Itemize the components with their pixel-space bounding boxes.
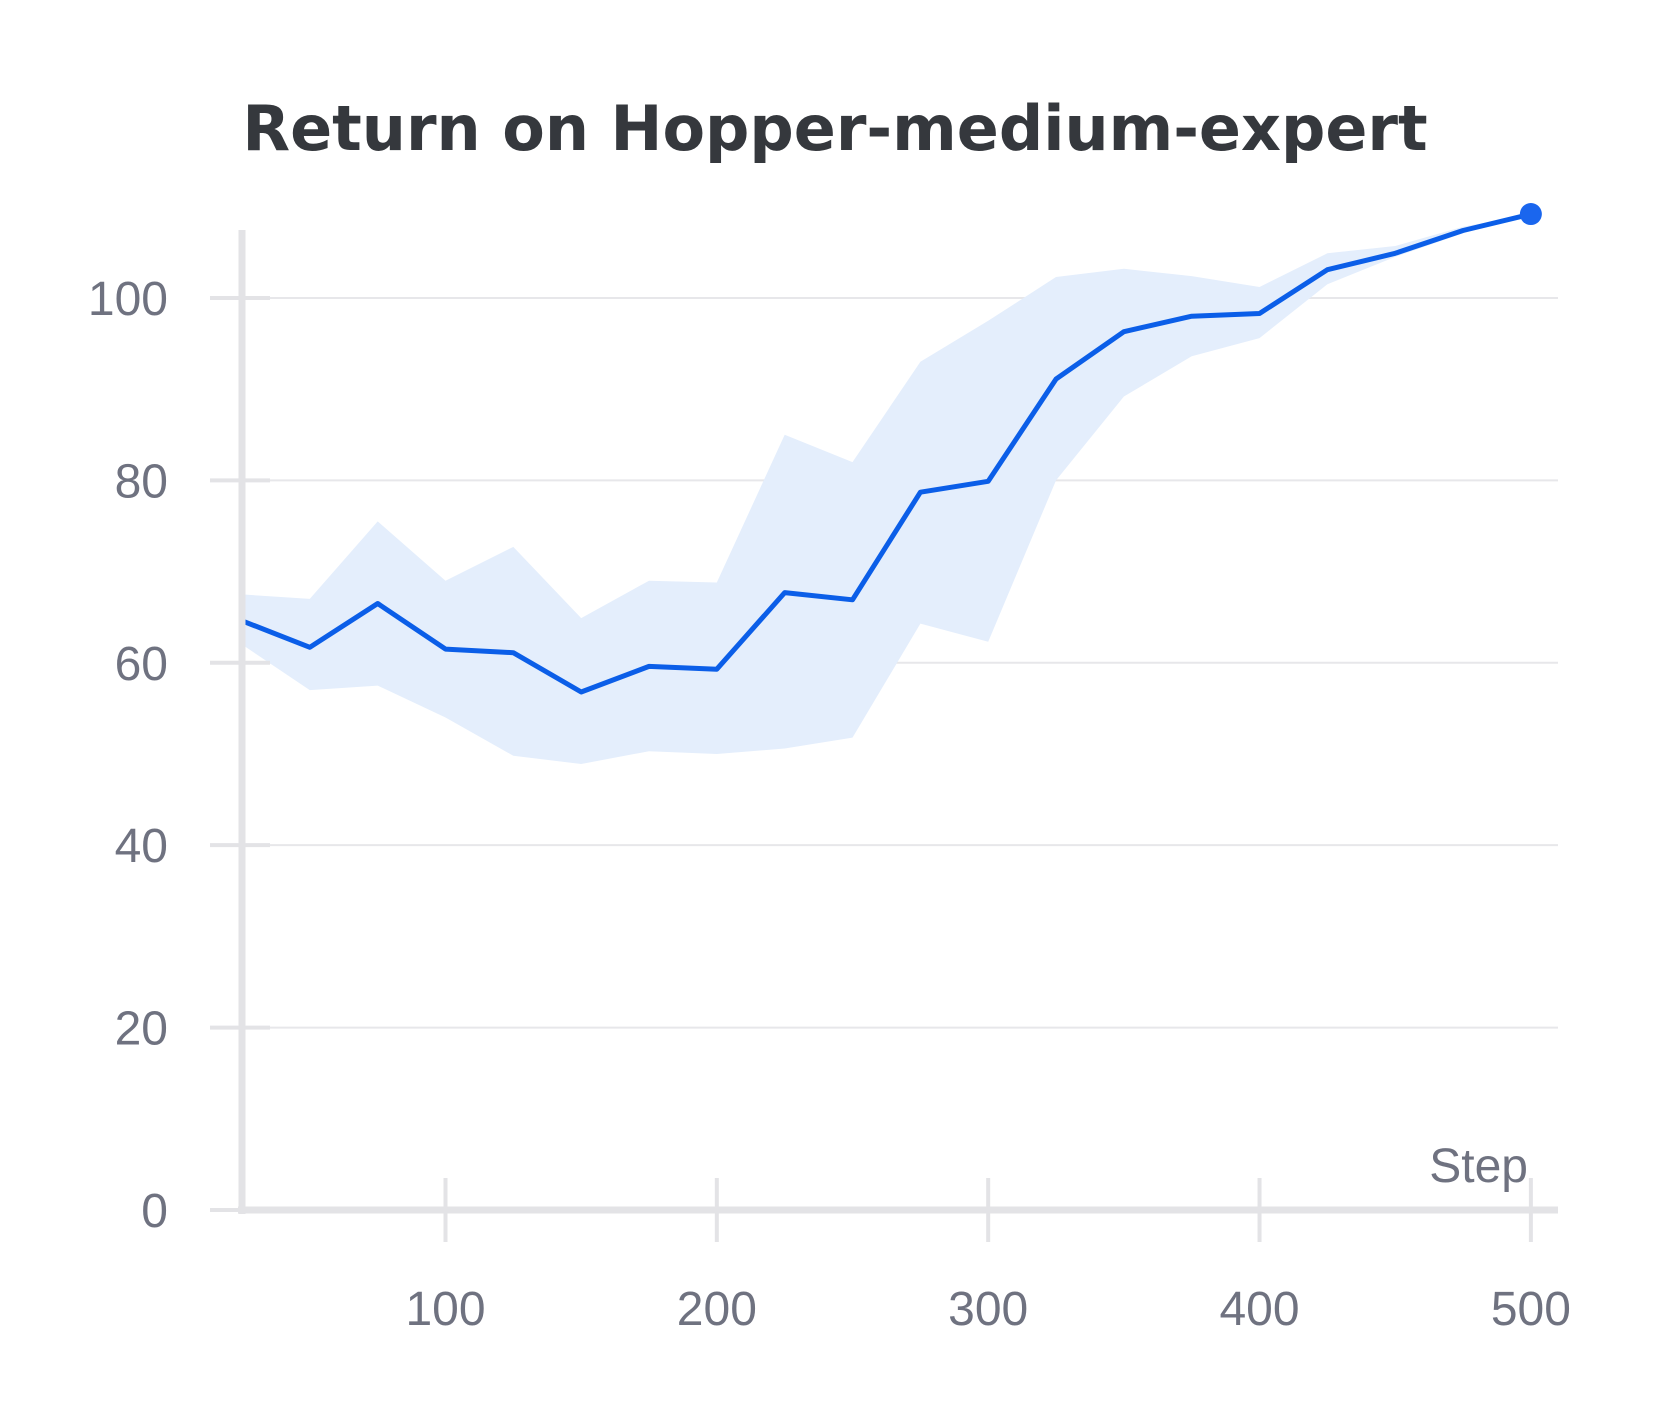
x-tick-label: 300: [948, 1283, 1028, 1336]
y-tick-label: 80: [115, 455, 168, 508]
x-tick-label: 200: [677, 1283, 757, 1336]
confidence-band-layer: [242, 214, 1531, 765]
confidence-band: [242, 214, 1531, 765]
y-tick-label: 0: [141, 1185, 168, 1238]
series-line: [239, 211, 1534, 695]
chart-title: Return on Hopper-medium-expert: [242, 92, 1427, 165]
x-tick-label: 100: [405, 1283, 485, 1336]
y-tick-labels: 0 20 40 60 80 100: [88, 273, 168, 1238]
x-tick-labels: 100 200 300 400 500: [405, 1283, 1570, 1336]
series-line-layer: [239, 203, 1542, 695]
y-tick-label: 40: [115, 820, 168, 873]
axes: [210, 230, 1558, 1242]
y-tick-label: 100: [88, 273, 168, 326]
series-end-point: [1519, 203, 1542, 226]
y-tick-label: 60: [115, 638, 168, 691]
x-axis-label: Step: [1429, 1140, 1528, 1193]
x-tick-label: 400: [1219, 1283, 1299, 1336]
y-tick-label: 20: [115, 1003, 168, 1056]
x-tick-label: 500: [1491, 1283, 1571, 1336]
